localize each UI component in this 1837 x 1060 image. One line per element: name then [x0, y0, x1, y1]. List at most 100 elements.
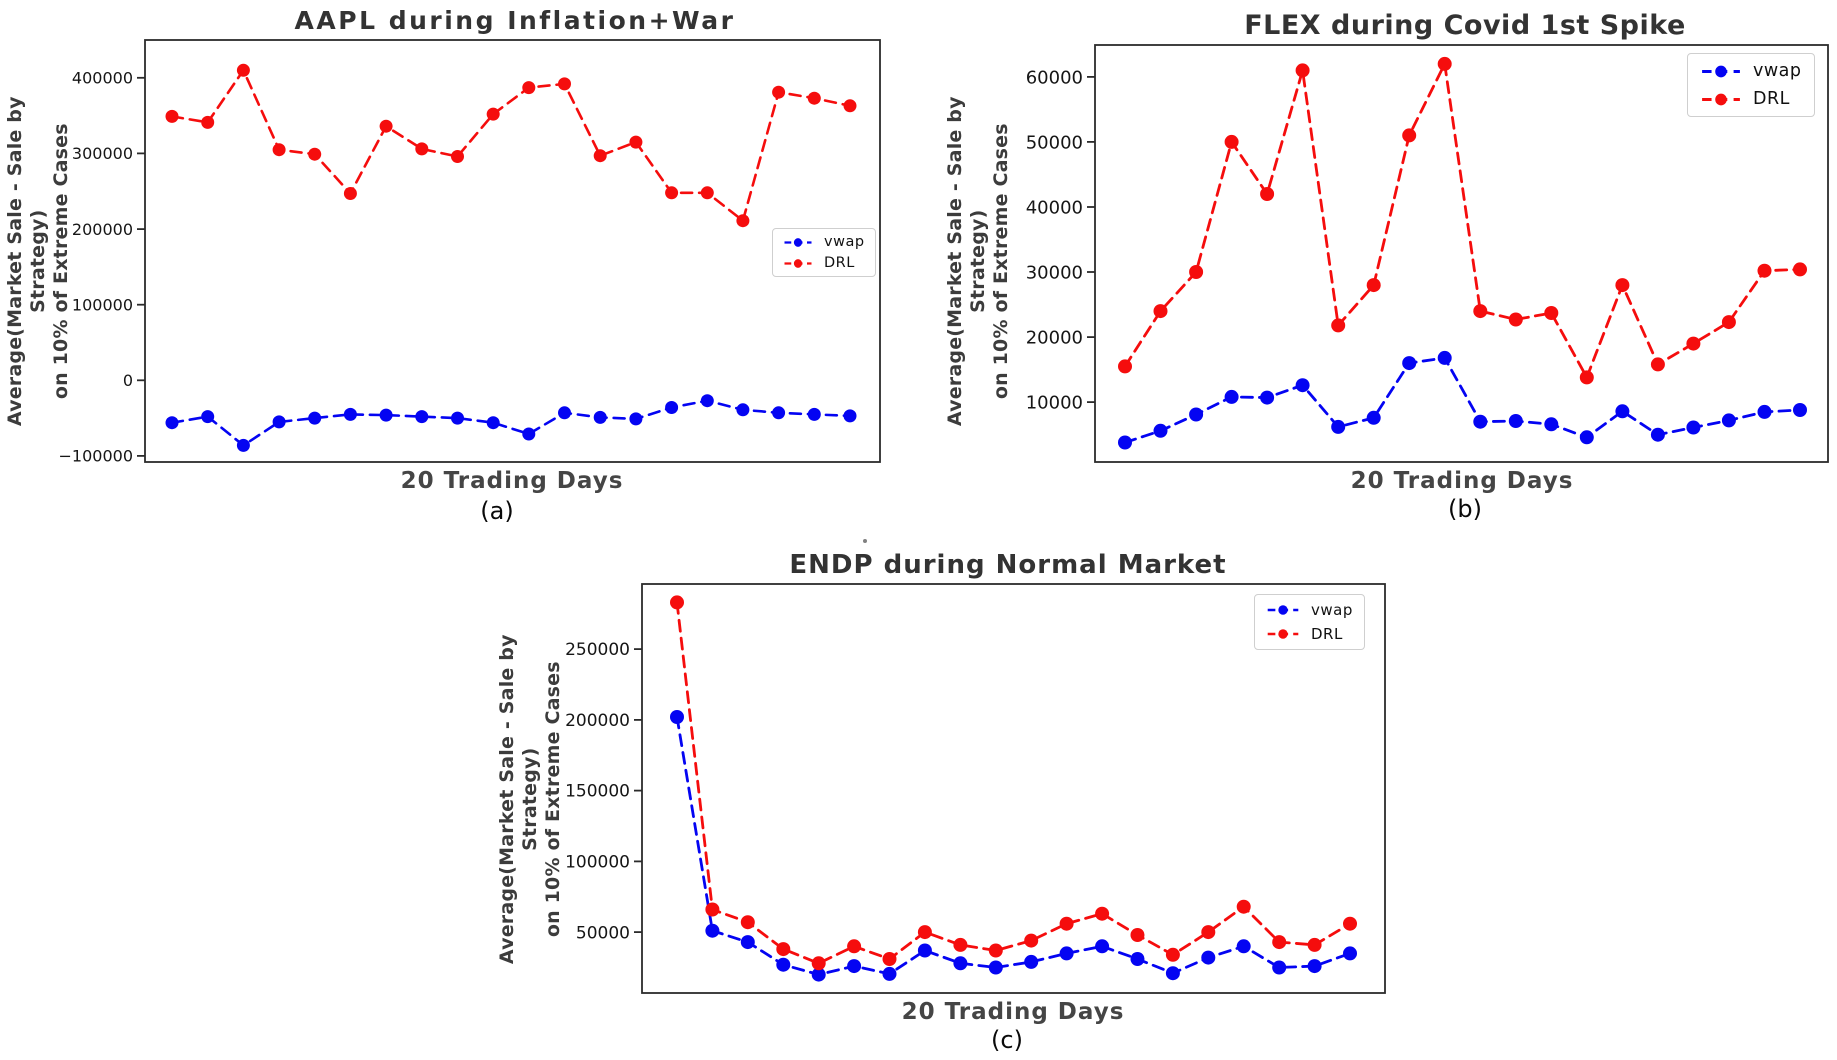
ytick-label-a: 0: [123, 371, 133, 390]
drl-point-a: [700, 186, 714, 200]
vwap-point-c: [1130, 952, 1145, 966]
chart-b-xlabel: 20 Trading Days: [1350, 468, 1574, 494]
vwap-point-c: [1024, 954, 1039, 969]
drl-point-c: [953, 937, 968, 952]
drl-point-a: [486, 107, 500, 121]
vwap-point-b: [1650, 427, 1665, 442]
chart-b-plot: 60000 50000 40000 30000 20000 10000: [1026, 44, 1829, 463]
vwap-point-a: [201, 410, 215, 424]
drl-point-c: [811, 956, 826, 971]
vwap-point-b: [1508, 414, 1523, 428]
drl-point-b: [1721, 315, 1736, 330]
ytick-label-a: 300000: [72, 144, 133, 163]
ytick-label-b: 60000: [1026, 67, 1083, 88]
vwap-point-a: [415, 410, 429, 424]
vwap-point-a: [629, 412, 643, 426]
drl-point-b: [1118, 359, 1132, 374]
ytick-label-a: −100000: [59, 447, 133, 466]
vwap-point-a: [736, 403, 750, 417]
drl-point-c: [1059, 916, 1074, 931]
drl-point-c: [1165, 947, 1180, 962]
vwap-point-c: [1343, 946, 1357, 961]
vwap-line-marker-icon: [1702, 65, 1740, 77]
drl-point-b: [1366, 278, 1381, 293]
vwap-point-a: [772, 406, 786, 420]
drl-point-b: [1579, 370, 1594, 385]
plot-frame-b: [1094, 44, 1829, 463]
vwap-line-c: [675, 715, 1352, 977]
ytick-label-a: 400000: [72, 69, 133, 88]
ytick-label-a: 100000: [72, 296, 133, 315]
vwap-point-b: [1757, 404, 1772, 419]
drl-point-a: [629, 135, 643, 149]
drl-point-a: [558, 77, 571, 91]
drl-point-b: [1295, 63, 1310, 78]
drl-point-a: [308, 147, 322, 161]
drl-point-a: [451, 150, 464, 163]
vwap-point-b: [1615, 404, 1630, 419]
chart-a-xlabel: 20 Trading Days: [400, 468, 624, 494]
drl-point-b: [1508, 312, 1523, 327]
chart-c-legend: vwap DRL: [1254, 594, 1365, 650]
ytick-label-b: 40000: [1026, 198, 1083, 219]
drl-point-a: [593, 149, 607, 163]
vwap-point-a: [700, 394, 714, 408]
vwap-point-a: [486, 416, 500, 430]
ytick-label-c: 100000: [565, 853, 630, 873]
legend-label-vwap: vwap: [1753, 61, 1802, 81]
chart-b-title: FLEX during Covid 1st Spike: [1244, 10, 1686, 41]
vwap-point-a: [379, 408, 393, 422]
vwap-point-a: [558, 406, 571, 420]
drl-point-b: [1793, 262, 1807, 277]
vwap-point-a: [522, 427, 536, 441]
legend-item-vwap: vwap: [783, 234, 865, 250]
vwap-point-c: [1236, 939, 1251, 954]
chart-a-ylabel: Average(Market Sale - Sale by Strategy) …: [4, 46, 72, 476]
vwap-point-c: [917, 943, 932, 958]
drl-point-b: [1757, 263, 1772, 278]
vwap-point-a: [343, 407, 357, 421]
drl-point-b: [1331, 318, 1346, 333]
vwap-point-a: [843, 409, 857, 423]
vwap-point-b: [1118, 435, 1132, 450]
legend-item-vwap: vwap: [1266, 601, 1353, 619]
chart-a-legend: vwap DRL: [772, 228, 876, 277]
legend-item-drl: DRL: [783, 255, 865, 271]
vwap-point-b: [1331, 419, 1346, 434]
chart-a-plot: 400000 300000 200000 100000 0 −100000: [59, 39, 881, 466]
legend-label-drl: DRL: [824, 255, 855, 271]
vwap-point-b: [1544, 417, 1559, 432]
drl-point-b: [1615, 278, 1630, 293]
chart-c-xlabel: 20 Trading Days: [901, 999, 1125, 1025]
vwap-point-a: [807, 407, 821, 421]
vwap-point-b: [1721, 413, 1736, 428]
legend-label-vwap: vwap: [1311, 601, 1353, 619]
vwap-point-c: [740, 935, 755, 950]
drl-point-c: [988, 943, 1003, 958]
chart-a-ylabel-line1: Average(Market Sale - Sale by Strategy): [3, 96, 49, 427]
drl-line-a: [170, 67, 852, 223]
ytick-label-b: 30000: [1026, 263, 1083, 284]
ytick-label-c: 200000: [565, 711, 630, 731]
ytick-label-b: 10000: [1026, 393, 1083, 414]
ytick-label-b: 50000: [1026, 132, 1083, 153]
drl-point-c: [1095, 906, 1110, 921]
vwap-point-a: [451, 411, 464, 425]
drl-point-a: [522, 81, 536, 95]
drl-point-b: [1402, 128, 1417, 143]
drl-point-b: [1473, 304, 1488, 319]
vwap-point-c: [670, 710, 684, 724]
drl-point-a: [772, 85, 786, 99]
drl-point-a: [343, 187, 357, 200]
drl-point-c: [1024, 933, 1039, 948]
vwap-point-c: [882, 966, 897, 981]
vwap-point-a: [165, 416, 179, 430]
vwap-line-marker-icon: [784, 237, 812, 247]
ytick-label-b: 20000: [1026, 328, 1083, 349]
vwap-point-c: [811, 967, 826, 982]
chart-b-ylabel: Average(Market Sale - Sale by Strategy) …: [944, 46, 1012, 476]
vwap-point-a: [593, 410, 607, 424]
vwap-point-c: [705, 923, 720, 938]
drl-point-b: [1153, 304, 1168, 319]
